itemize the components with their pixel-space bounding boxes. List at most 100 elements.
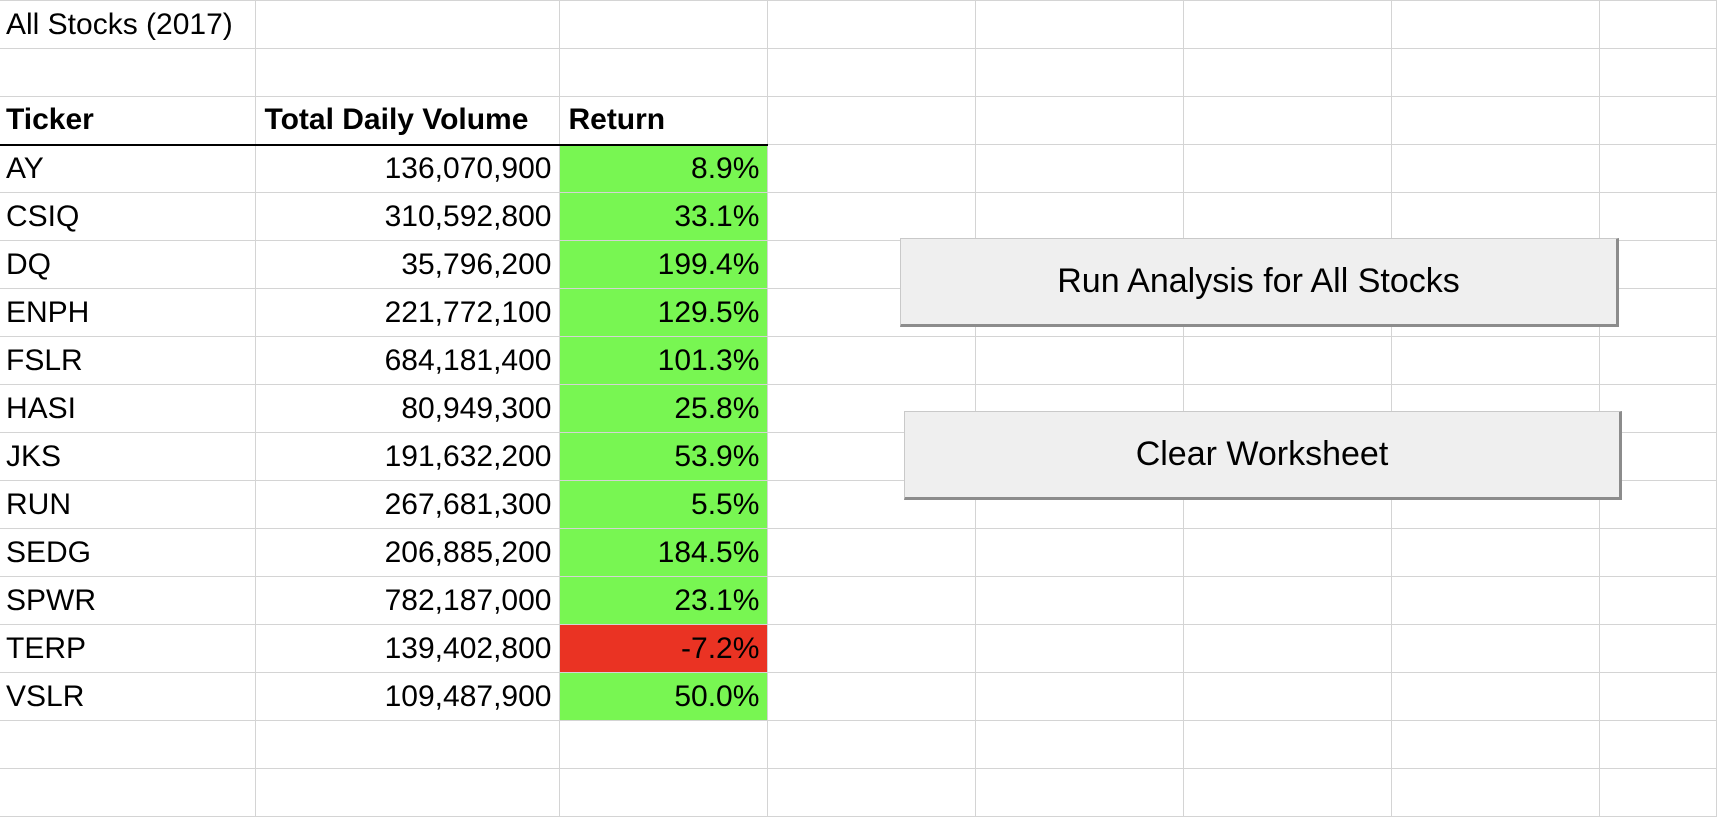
ticker-cell[interactable]: HASI bbox=[0, 384, 257, 433]
empty-cell[interactable] bbox=[1599, 624, 1717, 673]
empty-cell[interactable] bbox=[1599, 192, 1717, 241]
empty-cell[interactable] bbox=[767, 528, 977, 577]
empty-cell[interactable] bbox=[559, 720, 769, 769]
empty-cell[interactable] bbox=[1599, 240, 1717, 289]
empty-cell[interactable] bbox=[1599, 672, 1717, 721]
empty-cell[interactable] bbox=[1183, 672, 1393, 721]
return-cell[interactable]: 33.1% bbox=[559, 192, 769, 241]
volume-cell[interactable]: 782,187,000 bbox=[255, 576, 561, 625]
ticker-cell[interactable]: TERP bbox=[0, 624, 257, 673]
empty-cell[interactable] bbox=[767, 192, 977, 241]
empty-cell[interactable] bbox=[0, 720, 257, 769]
empty-cell[interactable] bbox=[1183, 576, 1393, 625]
empty-cell[interactable] bbox=[559, 0, 769, 49]
volume-cell[interactable]: 139,402,800 bbox=[255, 624, 561, 673]
empty-cell[interactable] bbox=[975, 672, 1185, 721]
empty-cell[interactable] bbox=[1391, 768, 1600, 817]
return-cell[interactable]: 23.1% bbox=[559, 576, 769, 625]
empty-cell[interactable] bbox=[1183, 768, 1393, 817]
empty-cell[interactable] bbox=[1391, 720, 1600, 769]
return-cell[interactable]: 25.8% bbox=[559, 384, 769, 433]
empty-cell[interactable] bbox=[1599, 48, 1717, 97]
empty-cell[interactable] bbox=[1183, 192, 1393, 241]
empty-cell[interactable] bbox=[1599, 720, 1717, 769]
empty-cell[interactable] bbox=[767, 720, 977, 769]
ticker-cell[interactable]: CSIQ bbox=[0, 192, 257, 241]
empty-cell[interactable] bbox=[975, 192, 1185, 241]
empty-cell[interactable] bbox=[559, 48, 769, 97]
empty-cell[interactable] bbox=[1599, 336, 1717, 385]
empty-cell[interactable] bbox=[1599, 288, 1717, 337]
empty-cell[interactable] bbox=[1599, 144, 1717, 193]
clear-worksheet-button[interactable]: Clear Worksheet bbox=[904, 411, 1622, 500]
empty-cell[interactable] bbox=[975, 720, 1185, 769]
empty-cell[interactable] bbox=[1391, 144, 1600, 193]
ticker-cell[interactable]: AY bbox=[0, 144, 257, 193]
empty-cell[interactable] bbox=[767, 144, 977, 193]
ticker-cell[interactable]: SPWR bbox=[0, 576, 257, 625]
volume-cell[interactable]: 684,181,400 bbox=[255, 336, 561, 385]
return-cell[interactable]: 129.5% bbox=[559, 288, 769, 337]
volume-cell[interactable]: 35,796,200 bbox=[255, 240, 561, 289]
ticker-cell[interactable]: ENPH bbox=[0, 288, 257, 337]
ticker-cell[interactable]: VSLR bbox=[0, 672, 257, 721]
empty-cell[interactable] bbox=[767, 0, 977, 49]
empty-cell[interactable] bbox=[1183, 624, 1393, 673]
return-cell[interactable]: 101.3% bbox=[559, 336, 769, 385]
empty-cell[interactable] bbox=[1599, 0, 1717, 49]
empty-cell[interactable] bbox=[975, 624, 1185, 673]
empty-cell[interactable] bbox=[1391, 624, 1600, 673]
empty-cell[interactable] bbox=[1391, 336, 1600, 385]
empty-cell[interactable] bbox=[767, 672, 977, 721]
empty-cell[interactable] bbox=[1183, 96, 1393, 145]
empty-cell[interactable] bbox=[1391, 672, 1600, 721]
empty-cell[interactable] bbox=[559, 768, 769, 817]
volume-cell[interactable]: 310,592,800 bbox=[255, 192, 561, 241]
return-cell[interactable]: 5.5% bbox=[559, 480, 769, 529]
empty-cell[interactable] bbox=[1183, 144, 1393, 193]
empty-cell[interactable] bbox=[975, 768, 1185, 817]
return-cell[interactable]: -7.2% bbox=[559, 624, 769, 673]
empty-cell[interactable] bbox=[1391, 48, 1600, 97]
ticker-cell[interactable]: DQ bbox=[0, 240, 257, 289]
empty-cell[interactable] bbox=[975, 0, 1185, 49]
empty-cell[interactable] bbox=[255, 720, 561, 769]
volume-cell[interactable]: 267,681,300 bbox=[255, 480, 561, 529]
empty-cell[interactable] bbox=[767, 336, 977, 385]
volume-cell[interactable]: 109,487,900 bbox=[255, 672, 561, 721]
empty-cell[interactable] bbox=[767, 96, 977, 145]
empty-cell[interactable] bbox=[1183, 48, 1393, 97]
ticker-cell[interactable]: SEDG bbox=[0, 528, 257, 577]
empty-cell[interactable] bbox=[1183, 336, 1393, 385]
empty-cell[interactable] bbox=[1599, 768, 1717, 817]
return-cell[interactable]: 8.9% bbox=[559, 144, 769, 193]
ticker-cell[interactable]: FSLR bbox=[0, 336, 257, 385]
empty-cell[interactable] bbox=[767, 48, 977, 97]
empty-cell[interactable] bbox=[255, 48, 561, 97]
return-cell[interactable]: 199.4% bbox=[559, 240, 769, 289]
ticker-cell[interactable]: JKS bbox=[0, 432, 257, 481]
return-cell[interactable]: 50.0% bbox=[559, 672, 769, 721]
empty-cell[interactable] bbox=[975, 576, 1185, 625]
return-cell[interactable]: 53.9% bbox=[559, 432, 769, 481]
empty-cell[interactable] bbox=[767, 768, 977, 817]
volume-cell[interactable]: 206,885,200 bbox=[255, 528, 561, 577]
sheet-title-cell[interactable]: All Stocks (2017) bbox=[0, 0, 257, 49]
empty-cell[interactable] bbox=[1391, 576, 1600, 625]
empty-cell[interactable] bbox=[767, 576, 977, 625]
empty-cell[interactable] bbox=[1599, 96, 1717, 145]
empty-cell[interactable] bbox=[1599, 576, 1717, 625]
volume-cell[interactable]: 80,949,300 bbox=[255, 384, 561, 433]
empty-cell[interactable] bbox=[255, 768, 561, 817]
empty-cell[interactable] bbox=[1391, 0, 1600, 49]
empty-cell[interactable] bbox=[1391, 192, 1600, 241]
empty-cell[interactable] bbox=[1391, 96, 1600, 145]
header-ticker[interactable]: Ticker bbox=[0, 96, 257, 146]
empty-cell[interactable] bbox=[975, 48, 1185, 97]
ticker-cell[interactable]: RUN bbox=[0, 480, 257, 529]
empty-cell[interactable] bbox=[975, 144, 1185, 193]
empty-cell[interactable] bbox=[1391, 528, 1600, 577]
header-return[interactable]: Return bbox=[559, 96, 769, 146]
empty-cell[interactable] bbox=[0, 768, 257, 817]
empty-cell[interactable] bbox=[1183, 0, 1393, 49]
